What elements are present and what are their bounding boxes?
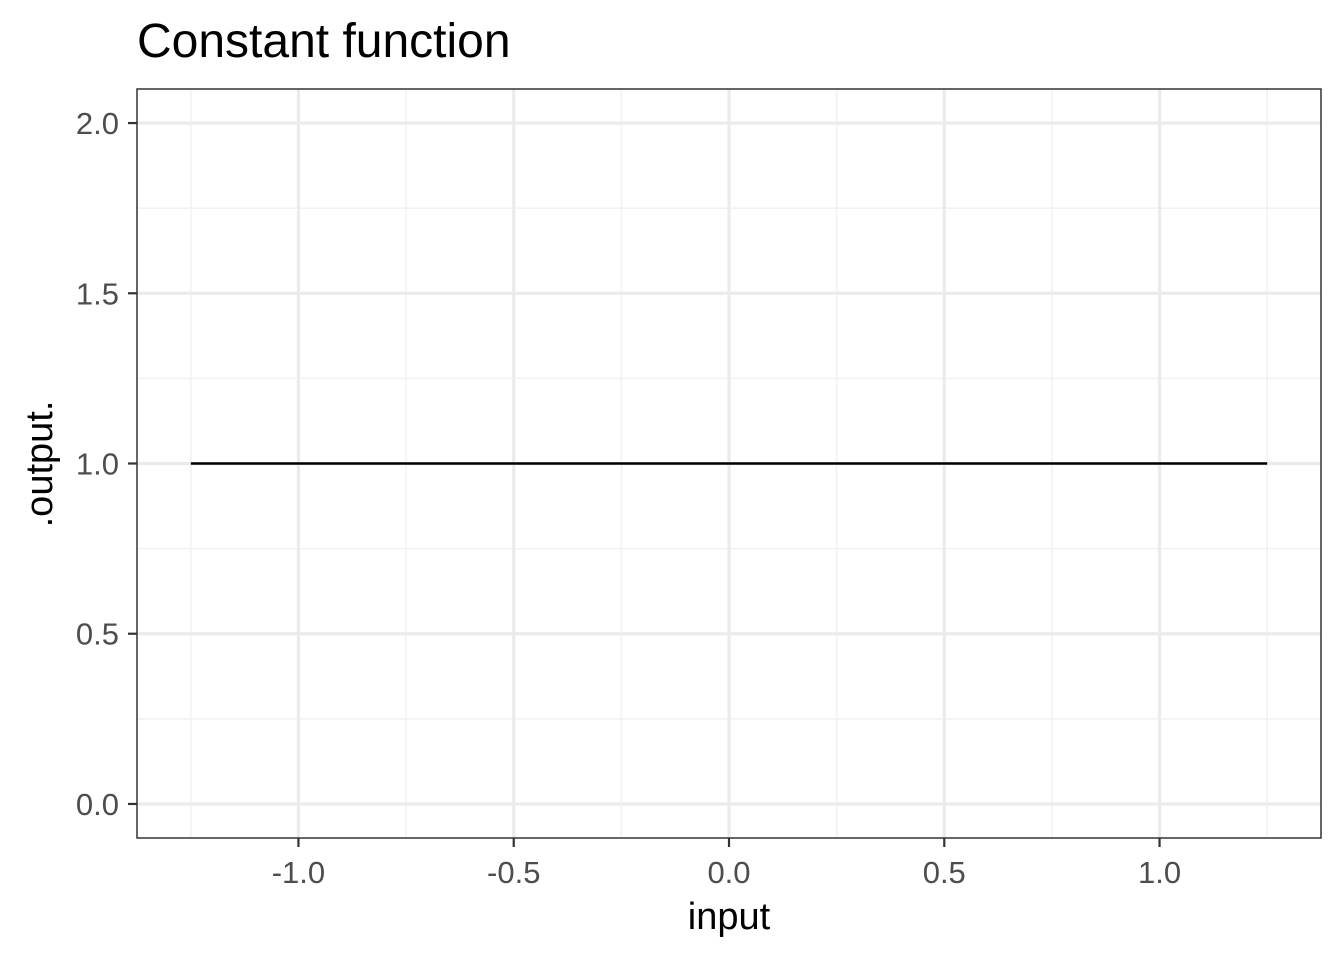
y-tick-label: 0.0 [76, 787, 119, 822]
x-tick-label: -0.5 [487, 855, 540, 890]
y-axis: 0.0 0.5 1.0 1.5 2.0 [76, 106, 137, 822]
x-axis: -1.0 -0.5 0.0 0.5 1.0 [272, 838, 1181, 890]
chart-title: Constant function [137, 15, 511, 68]
x-tick-label: 0.0 [707, 855, 750, 890]
y-axis-title: .output. [19, 401, 61, 528]
x-axis-title: input [688, 896, 771, 938]
y-tick-label: 2.0 [76, 106, 119, 141]
y-tick-label: 1.0 [76, 447, 119, 482]
y-tick-label: 0.5 [76, 617, 119, 652]
x-tick-label: 1.0 [1138, 855, 1181, 890]
x-tick-label: -1.0 [272, 855, 325, 890]
y-tick-label: 1.5 [76, 276, 119, 311]
x-tick-label: 0.5 [923, 855, 966, 890]
